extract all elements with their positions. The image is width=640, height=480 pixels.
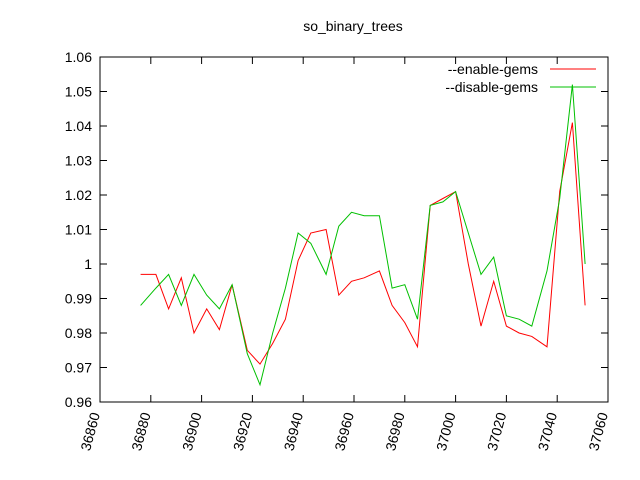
x-tick-label: 36980 — [382, 410, 408, 452]
chart-title: so_binary_trees — [303, 18, 403, 34]
x-tick-label: 37020 — [484, 410, 510, 452]
x-tick-label: 36920 — [230, 410, 256, 452]
series-line-1 — [140, 84, 586, 387]
x-tick-label: 36900 — [179, 410, 205, 452]
y-tick-label: 1.04 — [65, 118, 92, 134]
y-axis: 0.96 0.97 0.98 0.99 1 1.01 1.02 1.03 1.04 1.05 1.0… — [65, 49, 608, 410]
y-tick-label: 1.01 — [65, 222, 92, 238]
y-tick-label: 0.98 — [65, 325, 92, 341]
legend: --enable-gems --disable-gems — [445, 61, 596, 95]
legend-label: --disable-gems — [445, 79, 538, 95]
series-line-0 — [140, 122, 586, 365]
x-tick-label: 36880 — [128, 410, 154, 452]
series-layer — [140, 84, 586, 387]
y-tick-label: 0.96 — [65, 394, 92, 410]
y-tick-label: 1.02 — [65, 187, 92, 203]
y-tick-label: 0.99 — [65, 291, 92, 307]
y-tick-label: 1.05 — [65, 84, 92, 100]
x-tick-label: 37060 — [585, 410, 611, 452]
y-tick-label: 1.06 — [65, 49, 92, 65]
y-tick-label: 1.03 — [65, 153, 92, 169]
x-tick-label: 37000 — [433, 410, 459, 452]
x-axis: 36860 36880 36900 36920 36940 36960 36980 37000… — [77, 57, 611, 452]
x-tick-label: 36940 — [281, 410, 307, 452]
x-tick-label: 37040 — [535, 410, 561, 452]
x-tick-label: 36960 — [331, 410, 357, 452]
y-tick-label: 0.97 — [65, 360, 92, 376]
plot-area-frame — [99, 56, 609, 403]
y-tick-label: 1 — [84, 256, 92, 272]
x-tick-label: 36860 — [77, 410, 103, 452]
legend-label: --enable-gems — [448, 61, 538, 77]
